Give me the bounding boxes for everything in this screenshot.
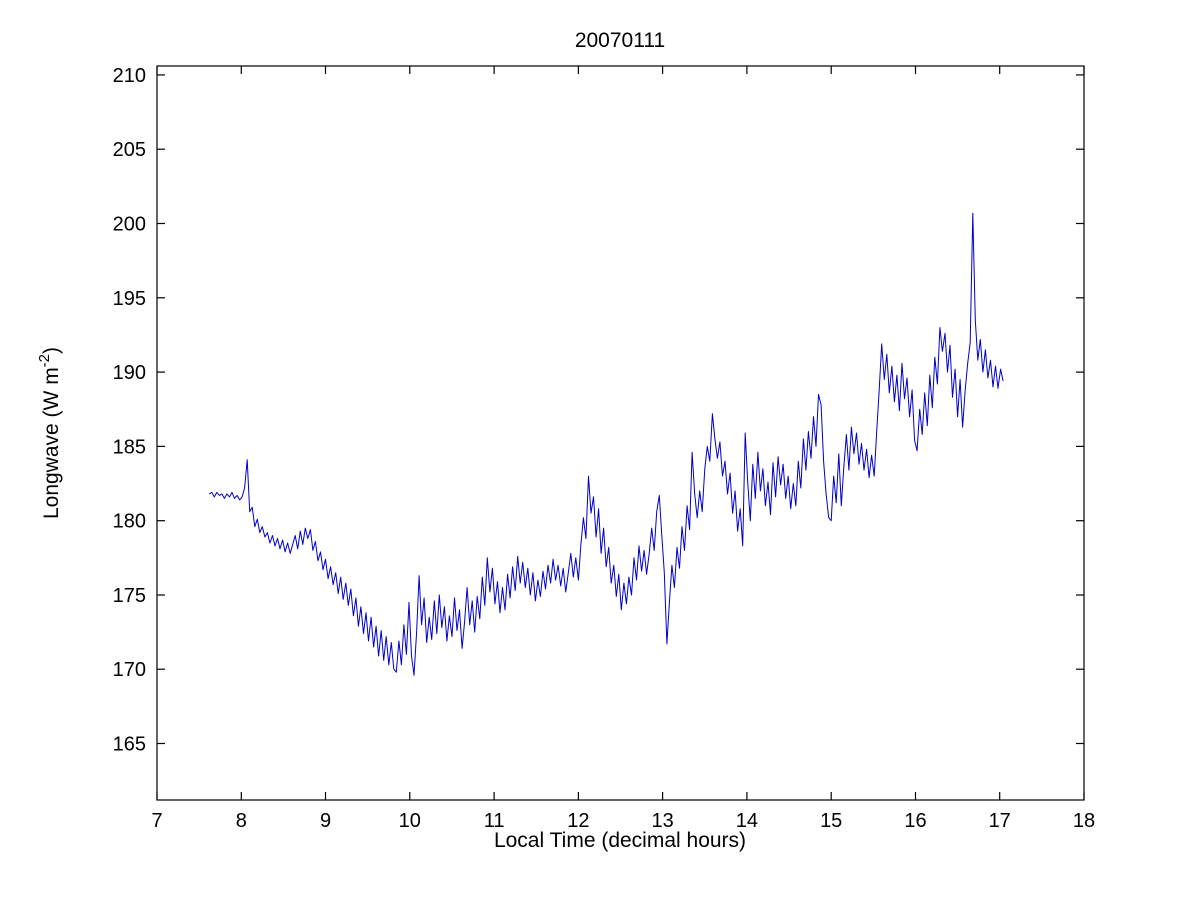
x-tick-label: 18 [1073, 810, 1095, 832]
x-tick-label: 12 [567, 810, 589, 832]
x-tick-label: 7 [151, 810, 162, 832]
y-tick-label: 195 [113, 288, 146, 310]
x-tick-label: 9 [320, 810, 331, 832]
y-tick-label: 185 [113, 436, 146, 458]
y-axis-label-main: Longwave (W m [40, 367, 63, 519]
x-tick-label: 8 [236, 810, 247, 832]
axis-ticks: 7 8 9 10 11 12 13 14 15 16 17 18 165 170 175 180 185 190 1… [113, 65, 1096, 832]
chart-title: 20070111 [575, 29, 665, 52]
data-series [208, 212, 1004, 676]
y-tick-label: 210 [113, 65, 146, 87]
y-tick-label: 205 [113, 139, 146, 161]
y-tick-label: 190 [113, 362, 146, 384]
x-tick-label: 16 [904, 810, 926, 832]
x-tick-label: 17 [989, 810, 1011, 832]
x-tick-label: 14 [736, 810, 758, 832]
plot-area [156, 65, 1085, 801]
y-tick-label: 165 [113, 734, 146, 756]
y-axis-label: Longwave (W m-2) [36, 347, 63, 519]
x-tick-label: 10 [399, 810, 421, 832]
x-tick-label: 11 [484, 810, 505, 832]
x-axis-label: Local Time (decimal hours) [494, 829, 746, 852]
y-tick-label: 170 [113, 659, 146, 681]
y-tick-label: 180 [113, 511, 146, 533]
y-axis-label-superscript: -2 [36, 354, 53, 367]
x-tick-label: 13 [651, 810, 673, 832]
series-line [208, 212, 1004, 676]
y-axis-label-close: ) [40, 347, 63, 354]
x-tick-label: 15 [820, 810, 842, 832]
y-tick-label: 175 [113, 585, 146, 607]
y-tick-label: 200 [113, 214, 146, 236]
